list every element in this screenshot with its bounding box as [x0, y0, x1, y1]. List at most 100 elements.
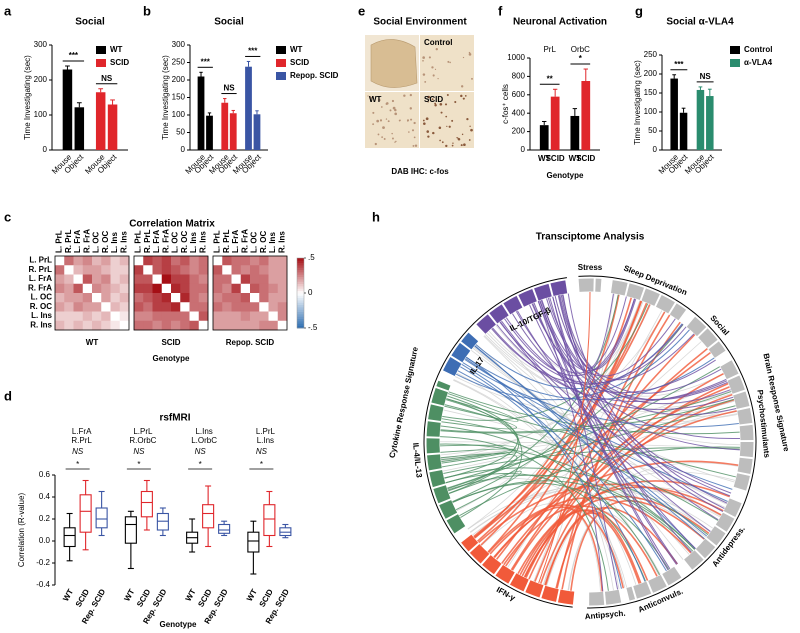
chord [504, 298, 635, 377]
heatmap-cell [161, 293, 172, 303]
segment-block [518, 289, 537, 307]
heatmap-cell [55, 274, 65, 285]
heatmap-cell [92, 302, 102, 312]
chord [440, 448, 516, 464]
panel-title: Social Environment [373, 17, 467, 28]
y-tick-label: 400 [512, 108, 526, 117]
heatmap-cell [101, 274, 111, 285]
stained-cell [399, 119, 401, 122]
heatmap-cell [240, 256, 251, 266]
heatmap-cell [250, 293, 260, 303]
heatmap-cell [277, 293, 288, 303]
image-label: SCID [424, 95, 443, 104]
stained-cell [444, 103, 448, 106]
chart-title: Social α-VLA4 [666, 17, 734, 28]
chord [534, 311, 666, 582]
stained-cell [447, 41, 450, 45]
colorbar-slice [297, 302, 304, 306]
chart-title: rsfMRI [159, 413, 190, 424]
y-tick-label: 100 [172, 110, 186, 119]
heatmap-cell [213, 265, 223, 275]
segment-block [727, 375, 745, 394]
stained-cell [369, 96, 372, 99]
segment-block [439, 500, 458, 519]
heatmap-cell [189, 283, 200, 294]
chord [440, 444, 516, 463]
colorbar-slice [297, 267, 304, 271]
chord [488, 300, 641, 381]
chord [496, 324, 734, 411]
stained-cell [460, 94, 462, 96]
segment-ring [423, 277, 573, 608]
heatmap-cell [268, 302, 279, 312]
colorbar-slice [297, 307, 304, 310]
heatmap-cell [64, 274, 74, 285]
heatmap-cell [180, 320, 190, 331]
heatmap-cell [101, 311, 111, 322]
heatmap-cell [180, 311, 190, 322]
significance-label: *** [674, 60, 684, 69]
colorbar-slice [297, 295, 304, 299]
heatmap-cell [92, 256, 102, 266]
segment-block [737, 457, 753, 475]
chord [511, 410, 737, 571]
heatmap-cell [277, 302, 288, 312]
stained-cell [380, 106, 383, 108]
chord [484, 335, 735, 483]
colorbar-slice [297, 269, 304, 273]
chord [503, 505, 658, 577]
box [95, 507, 108, 529]
stained-cell [403, 94, 406, 97]
y-tick-label: -0.4 [36, 580, 50, 589]
heatmap-cell [64, 256, 74, 266]
panel-name: WT [86, 338, 99, 347]
chord [521, 509, 649, 581]
colorbar-slice [297, 262, 304, 266]
group-label: L.PrL [256, 427, 276, 436]
heatmap-cell [189, 274, 200, 285]
heatmap-cell [161, 283, 172, 294]
segment-label: Antipsych. [584, 609, 626, 622]
stained-cell [427, 95, 430, 99]
stained-cell [406, 119, 410, 122]
stained-cell [379, 119, 383, 122]
heatmap-cell [240, 293, 251, 303]
stained-cell [394, 112, 397, 116]
chord [471, 350, 727, 505]
column-label: R. OC [101, 231, 110, 253]
chord [570, 500, 705, 591]
heatmap-cell [231, 265, 242, 275]
stained-cell [381, 136, 384, 139]
stained-cell [394, 108, 397, 112]
heatmap-cell [198, 320, 209, 331]
heatmap-cell [92, 320, 102, 331]
row-label: R. Ins [30, 320, 52, 329]
stained-cell [451, 119, 454, 122]
heatmap-cell [277, 256, 288, 266]
heatmap-cell [222, 283, 232, 294]
y-tick-label: 600 [512, 90, 526, 99]
heatmap-cell [240, 265, 251, 275]
stained-cell [387, 120, 390, 123]
significance-label: * [579, 54, 583, 63]
stained-cell [385, 118, 388, 120]
heatmap-cell [73, 283, 84, 294]
chord [538, 291, 591, 584]
heatmap-cell [134, 311, 144, 322]
stained-cell [424, 80, 427, 83]
column-label: R. Ins [277, 231, 286, 253]
chord [519, 509, 641, 584]
chord [441, 418, 719, 521]
heatmap-cell [134, 265, 144, 275]
heatmap-cell [92, 274, 102, 285]
heatmap-cell [250, 283, 260, 294]
stained-cell [422, 59, 424, 62]
segment-block [461, 332, 479, 350]
heatmap-cell [82, 283, 93, 294]
heatmap-cell [110, 256, 121, 266]
bar [74, 107, 85, 150]
legend-swatch [730, 59, 740, 67]
chord [552, 296, 619, 590]
chord [539, 300, 669, 571]
column-label: R. Ins [198, 231, 207, 253]
